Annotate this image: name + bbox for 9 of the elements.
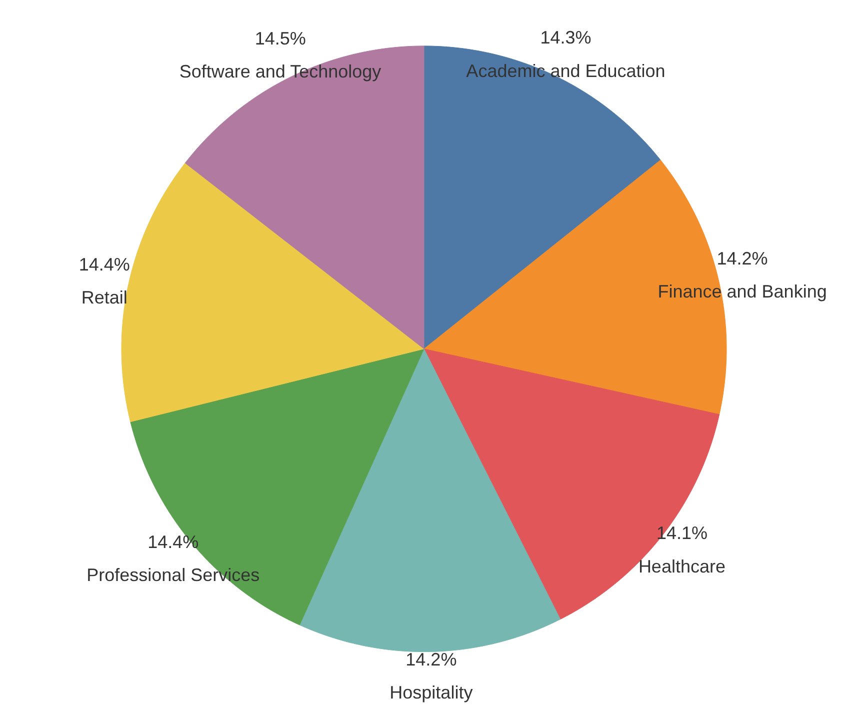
slice-label: Hospitality: [390, 682, 473, 703]
slice-label: Healthcare: [638, 556, 726, 576]
slice-label: Finance and Banking: [658, 282, 827, 302]
data-label: 14.3%: [540, 27, 592, 48]
data-label: 14.5%: [254, 28, 306, 48]
data-label: 14.2%: [406, 649, 457, 670]
slice-label: Academic and Education: [466, 60, 666, 81]
data-label: 14.4%: [78, 254, 130, 274]
data-label: 14.2%: [716, 248, 768, 268]
